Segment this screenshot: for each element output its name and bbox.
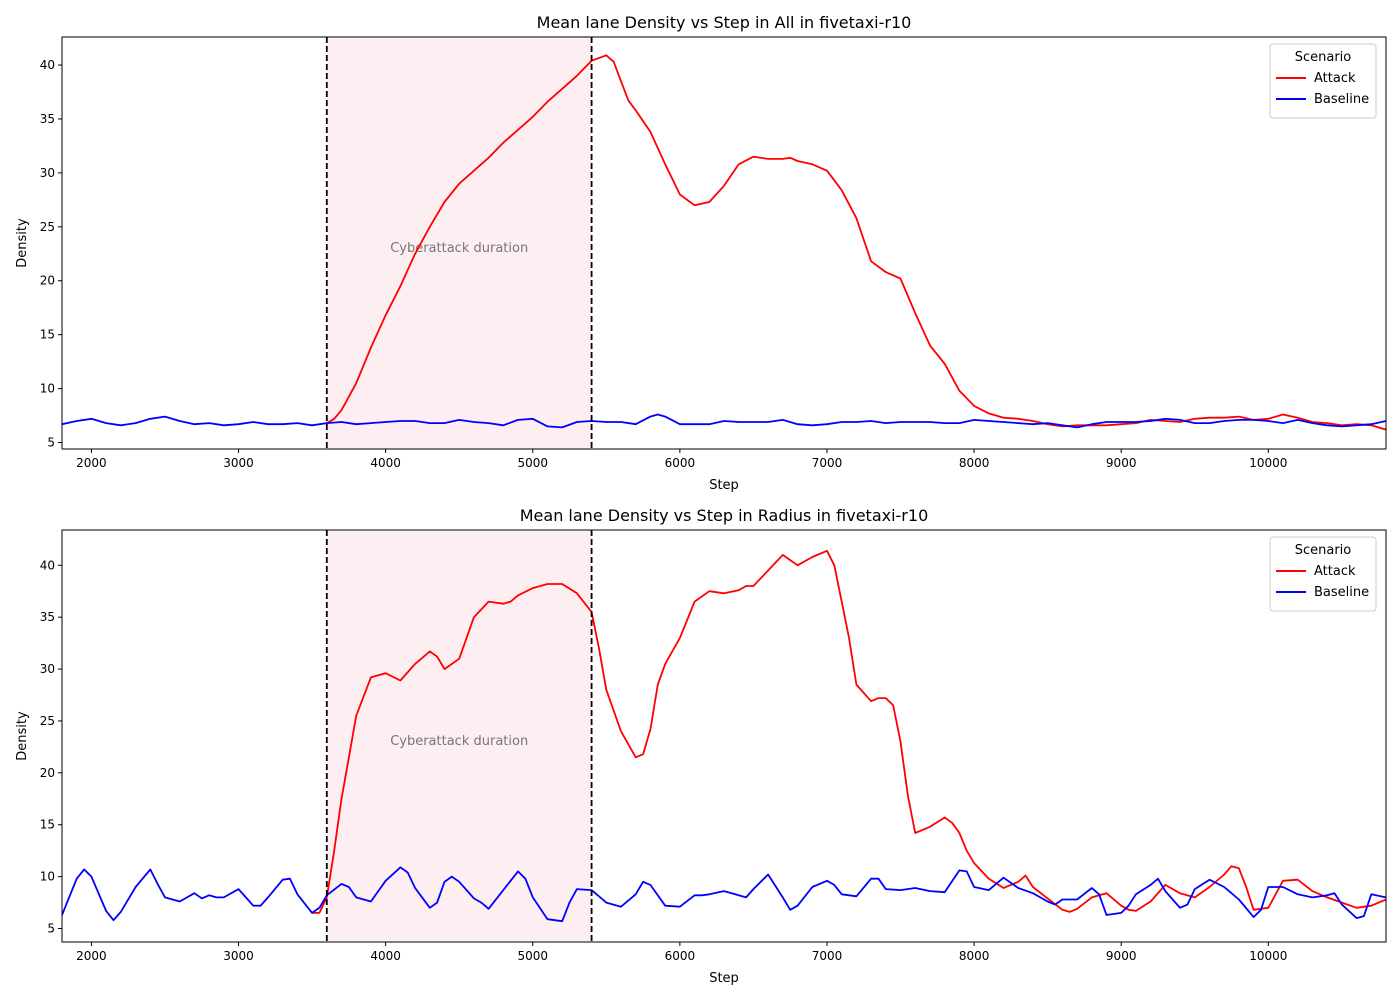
series-line-attack — [312, 549, 1386, 914]
y-tick-label: 10 — [40, 382, 55, 396]
x-tick-label: 2000 — [76, 949, 107, 963]
x-tick-label: 10000 — [1249, 456, 1287, 470]
legend-title: Scenario — [1295, 543, 1352, 558]
x-tick-label: 3000 — [223, 949, 254, 963]
axes-frame — [61, 36, 1387, 450]
attack-duration-region — [326, 37, 592, 449]
legend-label-attack: Attack — [1314, 564, 1356, 579]
x-axis-title: Step — [709, 478, 739, 493]
y-tick-label: 30 — [40, 662, 55, 676]
cyberattack-duration-label: Cyberattack duration — [390, 241, 528, 256]
legend-label-baseline: Baseline — [1314, 585, 1369, 600]
y-axis-title: Density — [15, 711, 30, 761]
attack-duration-region — [326, 530, 592, 942]
y-tick-label: 40 — [40, 558, 55, 572]
x-tick-label: 2000 — [76, 456, 107, 470]
y-tick-label: 25 — [40, 220, 55, 234]
y-tick-label: 15 — [40, 328, 55, 342]
y-axis-title: Density — [15, 218, 30, 268]
x-tick-label: 6000 — [665, 949, 696, 963]
y-tick-label: 20 — [40, 274, 55, 288]
y-tick-label: 5 — [47, 436, 55, 450]
x-tick-label: 6000 — [665, 456, 696, 470]
x-tick-label: 7000 — [812, 456, 843, 470]
chart-2: Cyberattack duration 2000 3000 4000 5000 6000… — [15, 506, 1387, 986]
y-tick-label: 35 — [40, 112, 55, 126]
series-line-baseline — [62, 413, 1386, 429]
x-tick-label: 3000 — [223, 456, 254, 470]
y-tick-label: 20 — [40, 766, 55, 780]
legend-title: Scenario — [1295, 50, 1352, 65]
y-tick-label: 25 — [40, 714, 55, 728]
y-tick-label: 15 — [40, 818, 55, 832]
x-tick-label: 10000 — [1249, 949, 1287, 963]
series-line-attack — [326, 54, 1386, 431]
y-tick-label: 10 — [40, 870, 55, 884]
chart-1: Cyberattack duration 2000 3000 4000 5000 6000… — [15, 13, 1387, 493]
y-tick-label: 40 — [40, 58, 55, 72]
y-tick-label: 30 — [40, 166, 55, 180]
chart-title: Mean lane Density vs Step in Radius in f… — [520, 506, 929, 525]
axes-frame — [61, 529, 1387, 943]
legend: Scenario Attack Baseline — [1269, 43, 1377, 119]
x-tick-label: 4000 — [370, 456, 401, 470]
x-tick-label: 4000 — [370, 949, 401, 963]
x-tick-label: 9000 — [1106, 949, 1137, 963]
x-tick-label: 7000 — [812, 949, 843, 963]
legend-label-attack: Attack — [1314, 71, 1356, 86]
x-axis-title: Step — [709, 971, 739, 986]
cyberattack-duration-label: Cyberattack duration — [390, 734, 528, 749]
x-tick-label: 5000 — [517, 456, 548, 470]
legend-label-baseline: Baseline — [1314, 92, 1369, 107]
series-line-baseline — [62, 866, 1386, 923]
y-tick-label: 5 — [47, 922, 55, 936]
x-tick-label: 9000 — [1106, 456, 1137, 470]
chart-title: Mean lane Density vs Step in All in five… — [537, 13, 912, 32]
plot-area — [62, 549, 1386, 923]
x-tick-label: 8000 — [959, 456, 990, 470]
x-tick-label: 8000 — [959, 949, 990, 963]
plot-area — [62, 54, 1386, 431]
legend: Scenario Attack Baseline — [1269, 536, 1377, 612]
y-tick-label: 35 — [40, 610, 55, 624]
x-tick-label: 5000 — [517, 949, 548, 963]
